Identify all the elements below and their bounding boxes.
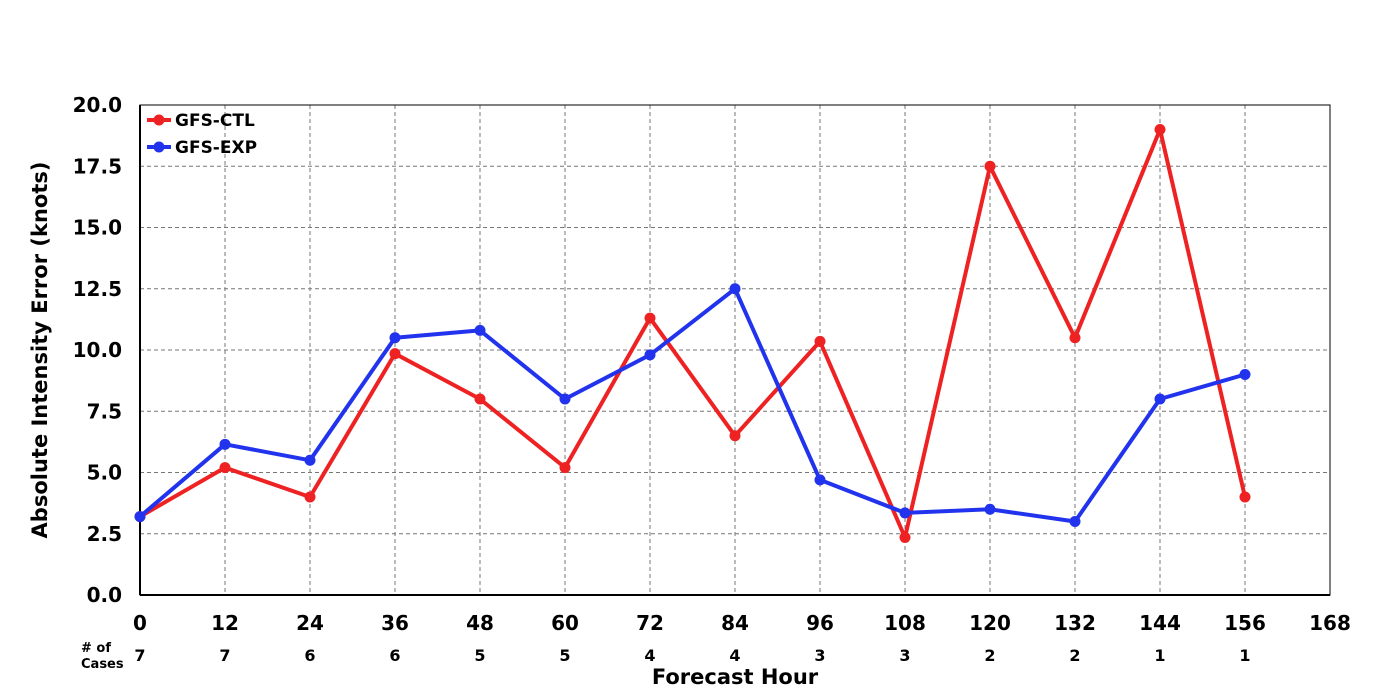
y-axis-label: Absolute Intensity Error (knots)	[28, 162, 52, 539]
data-point	[389, 348, 401, 360]
y-tick-label: 0.0	[87, 583, 122, 607]
data-point	[729, 283, 741, 295]
y-tick-label: 15.0	[73, 216, 122, 240]
data-point	[1154, 124, 1166, 135]
x-tick-label: 120	[969, 611, 1011, 635]
legend-swatch-marker	[153, 141, 165, 153]
x-tick-label: 0	[133, 611, 147, 635]
data-point	[389, 332, 401, 344]
data-point	[814, 335, 826, 347]
x-tick-label: 60	[551, 611, 579, 635]
data-point	[1069, 332, 1081, 344]
data-point	[644, 312, 656, 324]
cases-label-line2: Cases	[81, 657, 124, 672]
x-tick-label: 108	[884, 611, 926, 635]
data-point	[644, 349, 656, 361]
case-count: 1	[1154, 646, 1165, 665]
data-point	[1069, 516, 1081, 527]
legend-label: GFS-CTL	[175, 111, 255, 131]
case-count: 4	[729, 646, 740, 665]
case-count: 5	[474, 646, 485, 665]
x-tick-label: 168	[1309, 611, 1351, 635]
y-tick-label: 20.0	[73, 93, 122, 117]
y-tick-label: 5.0	[87, 461, 122, 485]
data-point	[1239, 491, 1251, 503]
case-count: 4	[644, 646, 655, 665]
x-tick-label: 132	[1054, 611, 1096, 635]
data-point	[304, 454, 316, 466]
case-count: 3	[814, 646, 825, 665]
case-count: 2	[1069, 646, 1080, 665]
legend-label: GFS-EXP	[175, 138, 257, 158]
case-count: 7	[134, 646, 145, 665]
legend: GFS-CTL GFS-EXP	[147, 111, 257, 158]
case-count: 3	[899, 646, 910, 665]
data-point	[899, 507, 911, 519]
x-tick-label: 144	[1139, 611, 1181, 635]
gridlines	[140, 105, 1330, 595]
data-point	[474, 324, 486, 336]
x-tick-label: 36	[381, 611, 409, 635]
data-point	[304, 491, 316, 503]
data-point	[559, 462, 571, 474]
case-count: 6	[304, 646, 315, 665]
x-tick-label: 156	[1224, 611, 1266, 635]
data-point	[219, 438, 231, 450]
data-point	[1154, 393, 1166, 405]
data-point	[729, 430, 741, 442]
data-point	[474, 393, 486, 405]
y-tick-label: 17.5	[73, 154, 122, 178]
case-count-labels: 7 7 6 6 5 5 4 4 3 3 2 2 1 1	[134, 646, 1250, 665]
data-point	[219, 462, 231, 474]
data-point	[984, 503, 996, 515]
x-tick-label: 48	[466, 611, 494, 635]
case-count: 2	[984, 646, 995, 665]
case-count: 5	[559, 646, 570, 665]
x-tick-label: 24	[296, 611, 324, 635]
y-tick-label: 10.0	[73, 338, 122, 362]
x-tick-label: 84	[721, 611, 749, 635]
y-tick-label: 2.5	[87, 522, 122, 546]
data-point	[899, 531, 911, 543]
x-tick-label: 12	[211, 611, 239, 635]
x-tick-labels: 0 12 24 36 48 60 72 84 96 108 120 132 144 156 168	[133, 611, 1351, 635]
series-layer	[134, 124, 1251, 543]
x-axis-label: Forecast Hour	[652, 665, 819, 689]
data-point	[814, 474, 826, 486]
data-point	[1239, 369, 1251, 380]
data-point	[134, 511, 146, 523]
legend-swatch-marker	[153, 114, 165, 126]
data-point	[559, 393, 571, 405]
x-tick-label: 72	[636, 611, 664, 635]
x-tick-label: 96	[806, 611, 834, 635]
case-count: 1	[1239, 646, 1250, 665]
y-tick-label: 7.5	[87, 399, 122, 423]
case-count: 6	[389, 646, 400, 665]
series-line-gfs-exp	[138, 286, 1246, 524]
y-tick-labels: 0.0 2.5 5.0 7.5 10.0 12.5 15.0 17.5 20.0	[73, 93, 122, 607]
series-line-gfs-ctl	[139, 127, 1247, 540]
data-point	[984, 160, 996, 172]
case-count: 7	[219, 646, 230, 665]
y-tick-label: 12.5	[73, 277, 122, 301]
cases-label-line1: # of	[81, 641, 111, 656]
